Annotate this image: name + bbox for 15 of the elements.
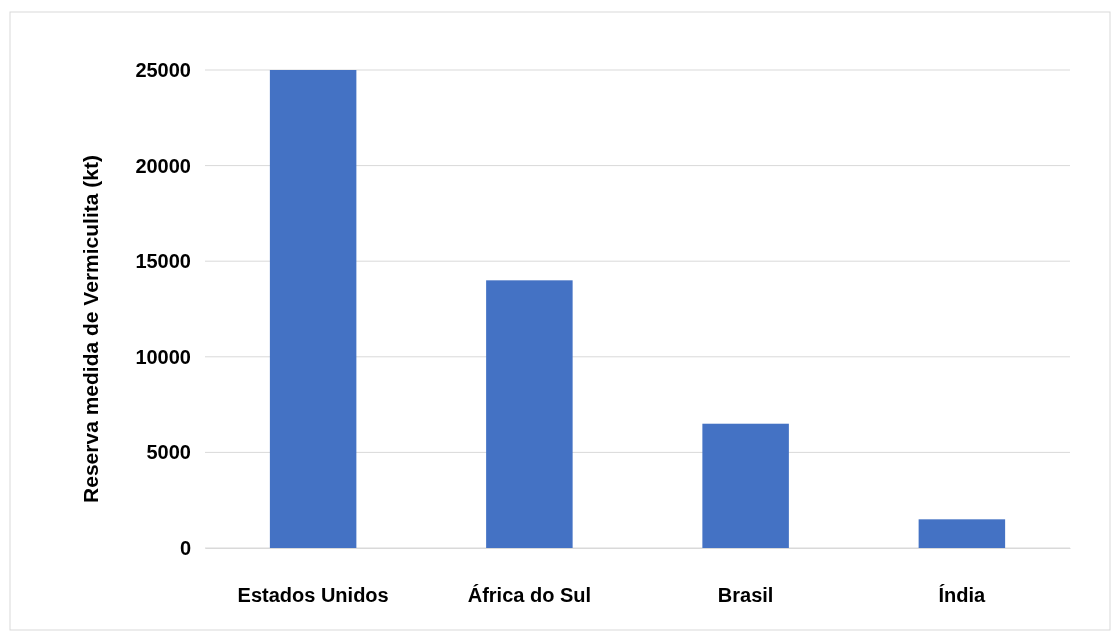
y-axis-title: Reserva medida de Vermiculita (kt) <box>79 155 102 503</box>
x-tick-label: Índia <box>938 584 987 607</box>
bar <box>918 519 1006 548</box>
y-tick-label: 5000 <box>146 441 191 464</box>
x-tick-label: Brasil <box>717 584 774 607</box>
bar <box>702 423 789 548</box>
y-tick-label: 0 <box>179 536 191 559</box>
bar <box>269 70 357 548</box>
bar <box>486 280 573 548</box>
y-tick-label: 20000 <box>135 154 191 177</box>
y-tick-label: 25000 <box>135 58 191 81</box>
x-tick-label: Estados Unidos <box>237 584 389 607</box>
y-tick-label: 15000 <box>135 250 191 273</box>
y-tick-label: 10000 <box>135 345 191 368</box>
x-tick-label: África do Sul <box>467 584 592 607</box>
